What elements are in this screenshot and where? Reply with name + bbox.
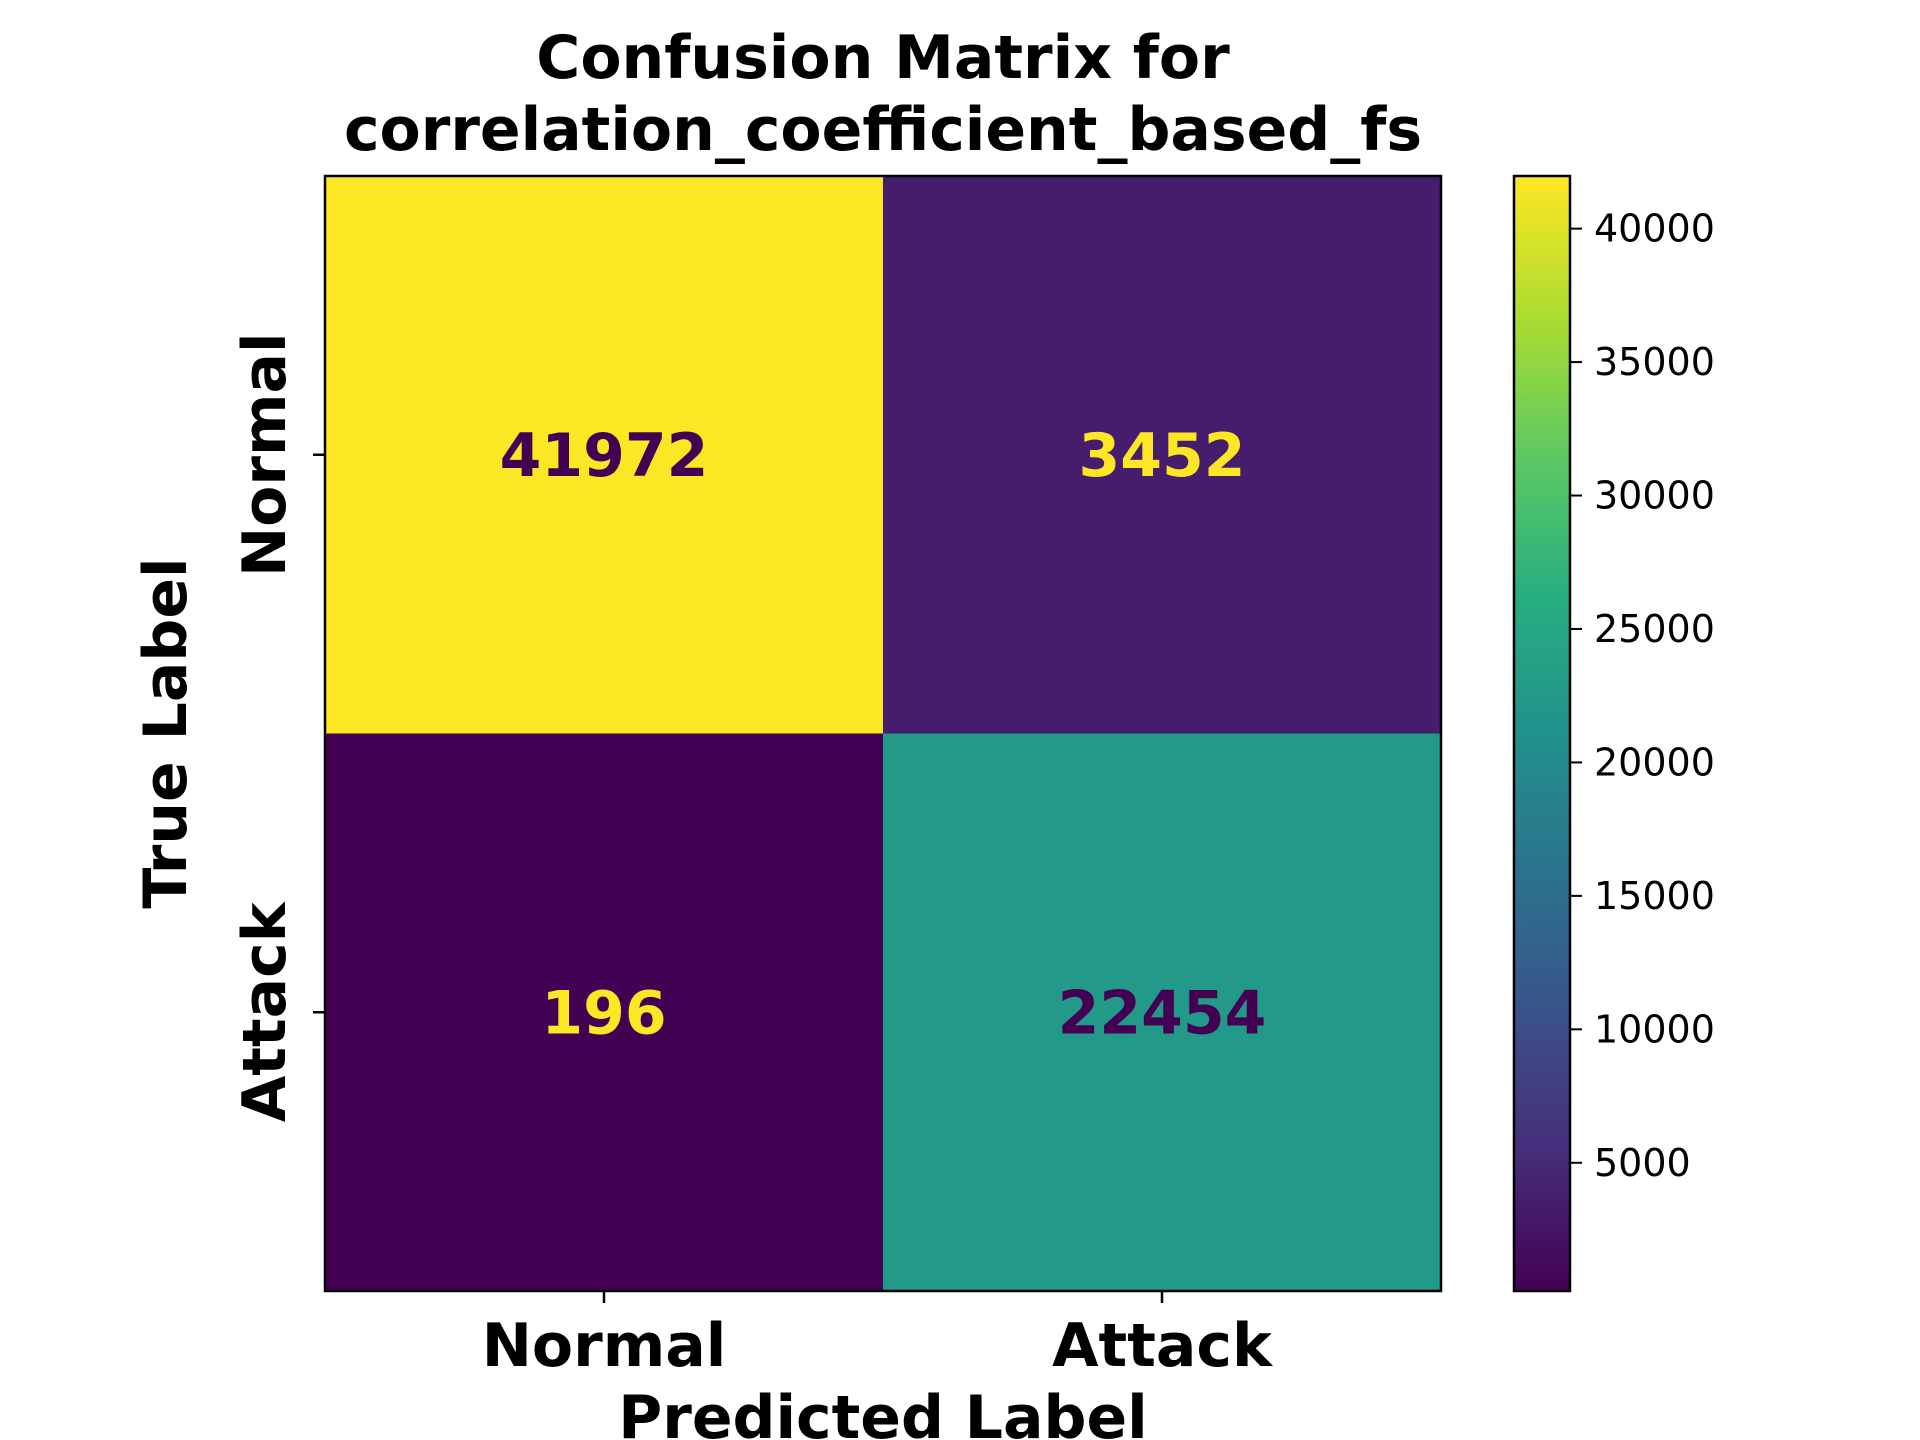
y-axis-label: True Label [131, 557, 201, 908]
chart-title-line-1: Confusion Matrix for [536, 23, 1230, 93]
plot-frame [323, 174, 1443, 1293]
heatmap-cell-normal-normal [325, 176, 884, 734]
cell-value-label: 22454 [1058, 978, 1267, 1048]
cell-value-label: 3452 [1079, 421, 1246, 491]
colorbar-tick-label: 20000 [1594, 740, 1715, 784]
chart-title-line-2: correlation_coefficient_based_fs [344, 95, 1422, 165]
colorbar-tick-label: 35000 [1594, 340, 1715, 384]
heatmap-cells: 41972 3452 196 22454 [325, 176, 1442, 1292]
x-axis-label: Predicted Label [618, 1383, 1147, 1440]
colorbar-tick-label: 5000 [1594, 1141, 1691, 1185]
cell-value-label: 41972 [500, 421, 709, 491]
x-tick-label: Attack [1052, 1311, 1274, 1381]
colorbar [1512, 174, 1572, 1293]
colorbar-tick-label: 15000 [1594, 874, 1715, 918]
colorbar-ticks: 5000 10000 15000 20000 25000 30000 35000 40000 [1570, 207, 1715, 1185]
y-tick-label: Normal [230, 332, 300, 577]
heatmap-cell-attack-attack [883, 733, 1442, 1292]
colorbar-tick-label: 10000 [1594, 1007, 1715, 1051]
axis-ticks: Normal Attack Normal Attack [230, 332, 1274, 1381]
y-tick-label: Attack [230, 900, 300, 1122]
x-tick-label: Normal [482, 1311, 727, 1381]
heatmap-cell-normal-attack [883, 176, 1442, 734]
colorbar-tick-label: 40000 [1594, 207, 1715, 251]
heatmap-cell-attack-normal [325, 733, 884, 1292]
colorbar-tick-label: 30000 [1594, 474, 1715, 518]
colorbar-tick-label: 25000 [1594, 607, 1715, 651]
cell-value-label: 196 [541, 978, 666, 1048]
